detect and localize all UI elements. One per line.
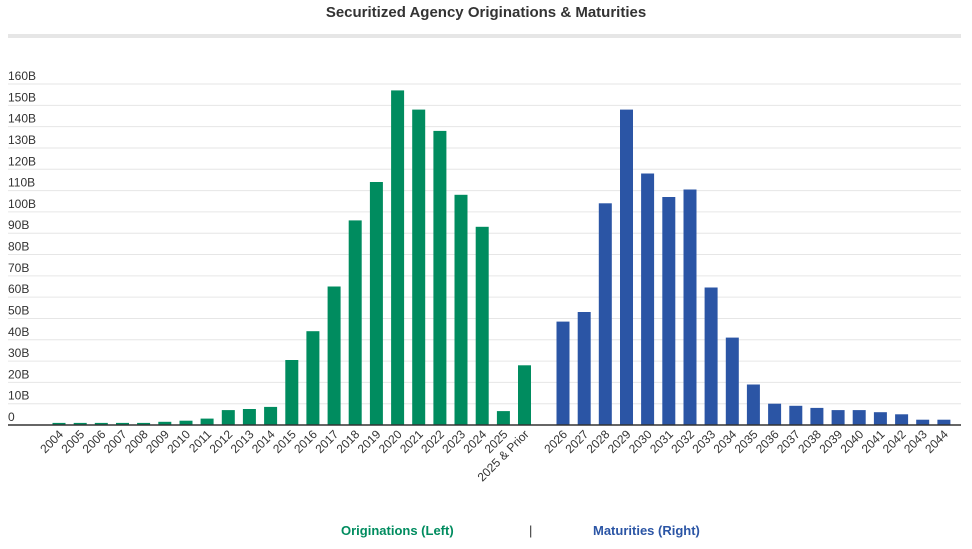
bars	[52, 90, 951, 426]
bar-2017[interactable]	[327, 286, 341, 426]
y-tick-label: 160B	[8, 69, 36, 83]
bar-2028[interactable]	[598, 203, 612, 425]
legend-item-originations[interactable]: Originations (Left)	[341, 523, 454, 538]
bar-2007[interactable]	[116, 422, 129, 425]
title-divider	[8, 34, 961, 38]
bar-2024[interactable]	[475, 226, 489, 425]
grid-lines	[8, 83, 961, 405]
bar-2027[interactable]	[577, 312, 591, 425]
bar-2019[interactable]	[369, 182, 383, 425]
y-tick-label: 70B	[8, 261, 29, 275]
bar-2035[interactable]	[746, 384, 760, 426]
y-tick-label: 80B	[8, 240, 29, 254]
x-tick-label: 2044	[922, 427, 951, 456]
bar-2041[interactable]	[873, 412, 887, 425]
bar-2015[interactable]	[285, 360, 299, 425]
bar-2031[interactable]	[662, 197, 676, 425]
bar-2013[interactable]	[242, 409, 256, 425]
y-tick-label: 30B	[8, 346, 29, 360]
y-tick-label: 100B	[8, 197, 36, 211]
bar-2042[interactable]	[895, 414, 909, 425]
bar-2011[interactable]	[200, 418, 214, 425]
y-tick-label: 10B	[8, 389, 29, 403]
bar-2004[interactable]	[52, 422, 66, 425]
legend: Originations (Left) | Maturities (Right)	[0, 523, 972, 543]
y-tick-label: 130B	[8, 133, 36, 147]
bar-2025[interactable]	[496, 411, 510, 425]
bar-2025-prior[interactable]	[518, 365, 531, 425]
bar-2043[interactable]	[916, 419, 930, 425]
bar-2032[interactable]	[683, 189, 697, 426]
bar-2014[interactable]	[264, 406, 278, 425]
bar-2036[interactable]	[768, 403, 782, 425]
bar-2020[interactable]	[391, 90, 405, 426]
chart-title: Securitized Agency Originations & Maturi…	[325, 4, 647, 21]
bar-2008[interactable]	[137, 422, 151, 425]
legend-item-maturities[interactable]: Maturities (Right)	[593, 523, 700, 538]
bar-2044[interactable]	[937, 419, 951, 425]
bar-2034[interactable]	[725, 337, 739, 425]
bar-2018[interactable]	[348, 220, 362, 425]
y-tick-label: 60B	[8, 282, 29, 296]
y-tick-label: 40B	[8, 325, 29, 339]
bar-2006[interactable]	[94, 422, 108, 425]
x-axis-ticks: 2004200520062007200820092010201120122013…	[37, 427, 951, 484]
y-tick-label: 150B	[8, 90, 36, 104]
y-tick-label: 110B	[8, 176, 35, 190]
y-tick-label: 140B	[8, 112, 36, 126]
bar-2009[interactable]	[158, 421, 172, 425]
bar-chart: 0 10B 20B 30B 40B 50B 60B 70B 80B 90B 100B 110B 120B…	[8, 69, 961, 484]
bar-2033[interactable]	[704, 287, 718, 426]
bar-2012[interactable]	[221, 410, 235, 425]
bar-2040[interactable]	[852, 410, 866, 425]
y-tick-label: 20B	[8, 367, 29, 381]
bar-2022[interactable]	[433, 130, 447, 425]
bar-2037[interactable]	[789, 405, 803, 425]
legend-separator: |	[529, 523, 533, 538]
bar-2010[interactable]	[179, 420, 193, 425]
bar-2030[interactable]	[641, 173, 655, 426]
bar-2016[interactable]	[306, 331, 320, 425]
bar-2039[interactable]	[831, 410, 845, 425]
bar-2029[interactable]	[620, 109, 633, 425]
y-tick-label: 0	[8, 410, 15, 424]
bar-2038[interactable]	[810, 407, 824, 425]
y-axis-ticks: 0 10B 20B 30B 40B 50B 60B 70B 80B 90B 100B 110B 120B…	[8, 69, 36, 424]
bar-2026[interactable]	[556, 321, 570, 425]
y-tick-label: 50B	[8, 303, 29, 317]
bar-2021[interactable]	[412, 109, 426, 425]
bar-2023[interactable]	[454, 194, 468, 425]
y-tick-label: 120B	[8, 154, 36, 168]
y-tick-label: 90B	[8, 218, 29, 232]
bar-2005[interactable]	[73, 422, 87, 425]
